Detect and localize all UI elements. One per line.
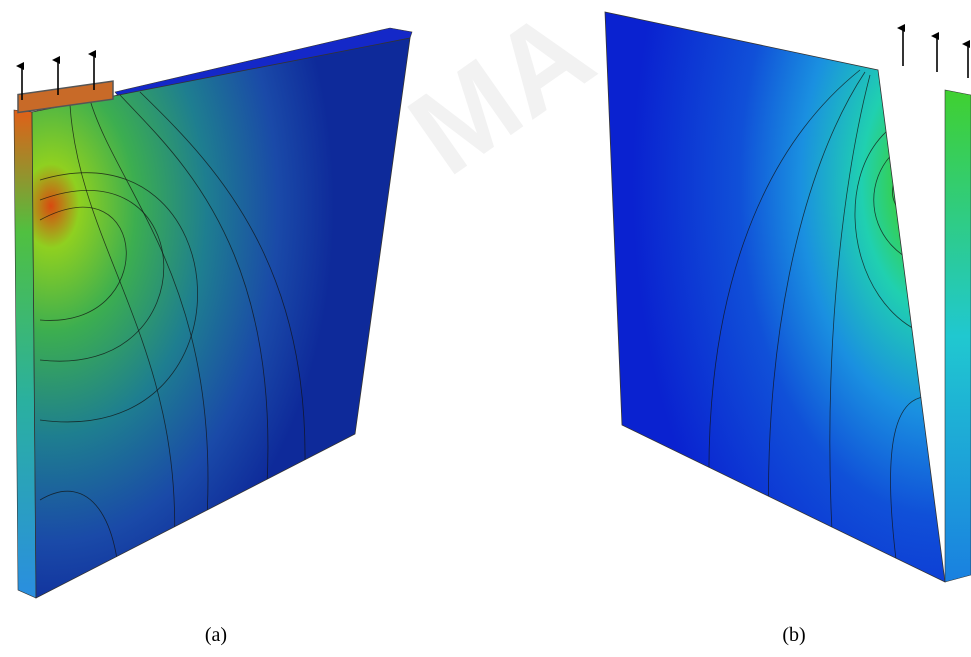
panel-a <box>13 27 413 599</box>
grip <box>17 80 114 114</box>
panel-label: (a) <box>205 624 227 646</box>
panel-label: (b) <box>782 624 805 646</box>
panel-b <box>604 11 971 583</box>
front-face <box>31 37 411 599</box>
side-face <box>944 89 971 583</box>
front-face <box>604 11 946 583</box>
watermark: MA <box>386 0 616 200</box>
